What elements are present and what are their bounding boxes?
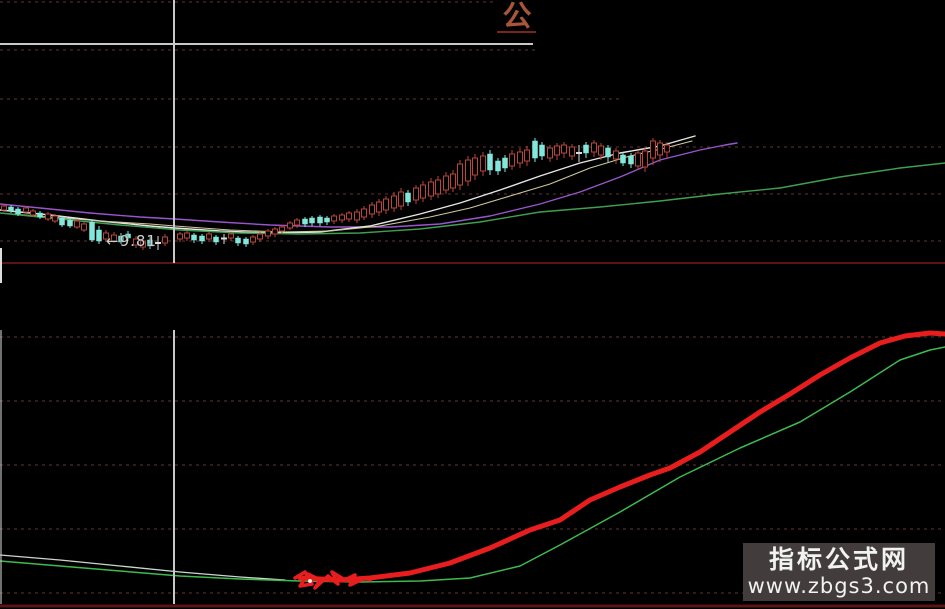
gridlines-main-panel xyxy=(0,1,945,242)
price-marker-label: ←9.81 xyxy=(106,232,157,250)
site-watermark-title: 指标公式网 xyxy=(768,545,909,574)
site-watermark-box: 指标公式网 www.zbgs3.com xyxy=(743,543,935,601)
indicator-lines xyxy=(0,330,945,590)
left-arrow-icon: ← xyxy=(106,232,120,250)
top-watermark-char: 公 xyxy=(502,0,532,33)
crosshair[interactable] xyxy=(0,0,533,604)
top-watermark-underline xyxy=(497,31,536,33)
site-watermark-url: www.zbgs3.com xyxy=(747,574,931,598)
price-marker-value: 9.81 xyxy=(119,232,157,250)
candlesticks xyxy=(1,138,670,250)
moving-average-lines xyxy=(0,135,945,235)
panel-borders xyxy=(0,248,945,608)
